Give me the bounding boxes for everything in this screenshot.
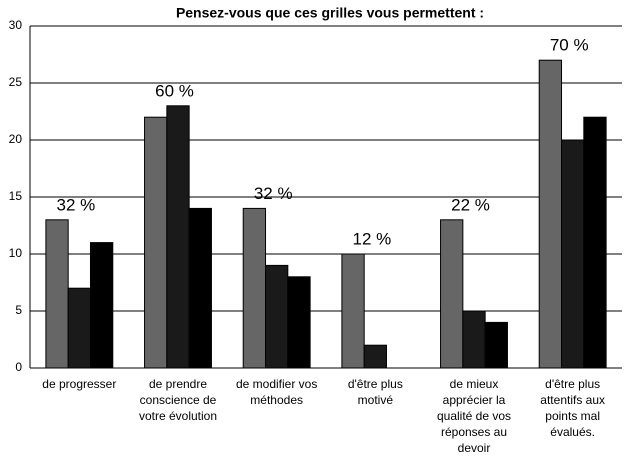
bar [242,207,267,369]
x-tick-label: d'être plus motivé [347,377,403,407]
x-tick-label: d'être plus attentifs aux points mal éva… [540,377,606,439]
bar [67,287,91,369]
bar [89,242,114,369]
x-tick-label: de progresser [42,377,117,391]
bar [561,139,585,369]
group-label: 12 % [353,229,392,248]
y-tick-label: 15 [9,189,23,203]
y-tick-label: 25 [9,75,23,89]
y-tick-label: 10 [9,246,23,260]
bar [45,219,69,369]
chart-title: Pensez-vous que ces grilles vous permett… [176,5,484,21]
bar [144,116,168,369]
bar [583,116,607,369]
x-tick-label: de modifier vos méthodes [235,377,318,407]
x-tick-label: de prendre conscience de votre évolution [138,377,218,423]
bar [484,321,508,369]
group-label: 70 % [550,36,589,55]
y-tick-label: 30 [9,18,23,32]
bar [188,207,212,369]
bar [440,219,464,369]
y-tick-label: 20 [9,132,23,146]
x-tick-label: de mieux apprécier la qualité de vos rép… [436,377,512,455]
bar [265,264,289,369]
bar [166,105,190,369]
group-label: 32 % [254,184,293,203]
bar [287,276,311,369]
group-label: 32 % [57,195,96,214]
bar [341,253,365,369]
y-tick-label: 5 [15,303,22,317]
bar [462,310,486,369]
bar [363,344,387,369]
group-label: 22 % [451,195,490,214]
group-label: 60 % [155,81,194,100]
y-tick-label: 0 [15,360,22,374]
bar [538,59,563,369]
